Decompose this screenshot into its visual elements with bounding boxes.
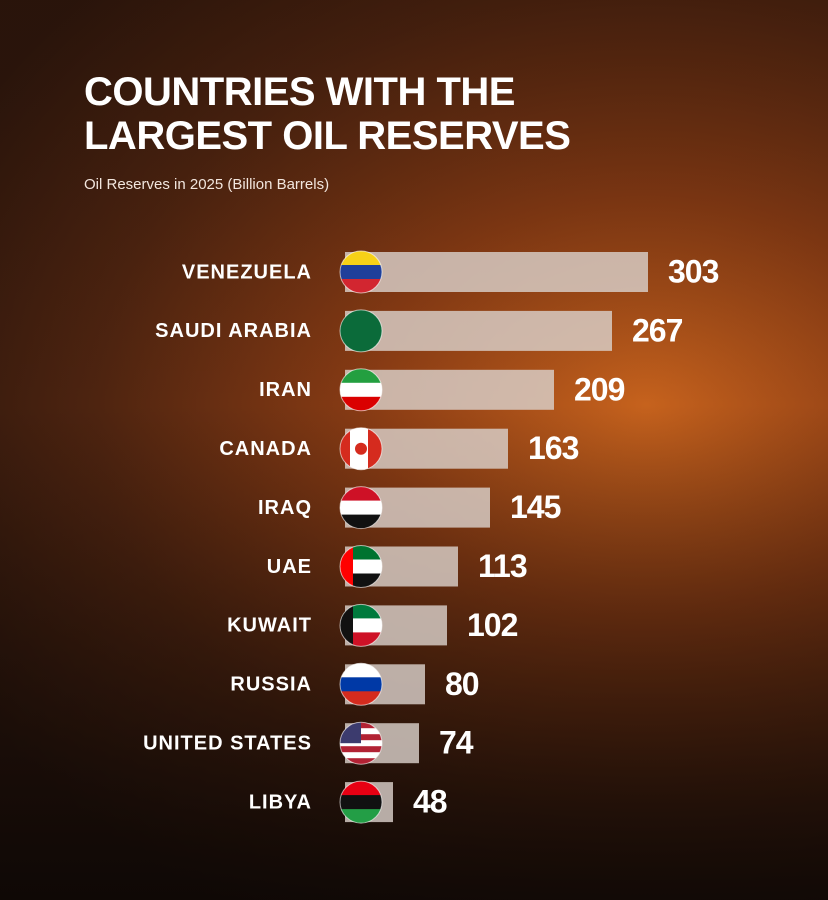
flag-stripe (368, 427, 382, 470)
flag (340, 486, 382, 529)
chart-subtitle: Oil Reserves in 2025 (Billion Barrels) (84, 176, 330, 193)
category-label: LIBYA (249, 791, 312, 813)
category-label: VENEZUELA (182, 261, 312, 283)
flag-stripe (340, 746, 382, 753)
flag-stripe (340, 368, 382, 384)
flag-rim (339, 780, 383, 824)
flag (340, 781, 382, 824)
flag-rim (339, 250, 383, 294)
flag-stripe (340, 795, 382, 810)
category-label: UAE (267, 556, 312, 578)
category-label: CANADA (219, 438, 312, 460)
flag-stripe (340, 265, 382, 280)
flag-stripe (340, 691, 382, 706)
flag-stripe (340, 758, 382, 765)
value-label: 74 (439, 725, 474, 761)
value-label: 303 (668, 253, 719, 289)
value-label: 48 (413, 784, 447, 820)
flag-stripe (340, 251, 382, 266)
flag-rim (339, 368, 383, 412)
value-label: 102 (467, 607, 518, 643)
chart-title: COUNTRIES WITH THE LARGEST OIL RESERVES (84, 70, 571, 158)
flag-stripe (340, 752, 382, 759)
flag-rim (339, 486, 383, 530)
flag-stripe (340, 396, 382, 411)
flag-stripe (340, 382, 382, 398)
flag-stripe (340, 514, 382, 529)
flag (340, 368, 382, 411)
flag-leaf (355, 442, 367, 455)
value-label: 145 (510, 489, 561, 525)
flag-stripe (340, 781, 382, 796)
flag (340, 251, 382, 293)
value-label: 163 (528, 430, 579, 466)
flag-rim (339, 309, 383, 353)
flag (340, 427, 382, 470)
value-label: 209 (574, 371, 625, 407)
flag-rim (339, 427, 383, 471)
flag-stripe (340, 740, 382, 747)
flag-rim (339, 662, 383, 706)
category-label: KUWAIT (227, 615, 312, 637)
flag-stripe (340, 309, 382, 352)
category-label: RUSSIA (230, 674, 312, 696)
value-label: 113 (478, 548, 527, 584)
category-label: SAUDI ARABIA (155, 320, 312, 342)
flag-rim (339, 603, 383, 647)
flag-stripe (340, 677, 382, 692)
flag-stripe (340, 486, 382, 502)
flag (340, 309, 382, 352)
flag (340, 663, 382, 706)
flag-rim (339, 545, 383, 588)
flag-rim (339, 721, 383, 765)
value-label: 267 (632, 312, 683, 348)
bar (345, 310, 612, 351)
flag-stripe (340, 279, 382, 293)
flag-stripe (340, 500, 382, 516)
bar (345, 252, 648, 292)
category-label: IRAN (259, 379, 312, 401)
category-label: UNITED STATES (143, 732, 312, 754)
flag-stripe (340, 663, 382, 678)
value-label: 80 (445, 666, 479, 702)
category-label: IRAQ (258, 497, 312, 519)
flag-stripe (340, 809, 382, 824)
